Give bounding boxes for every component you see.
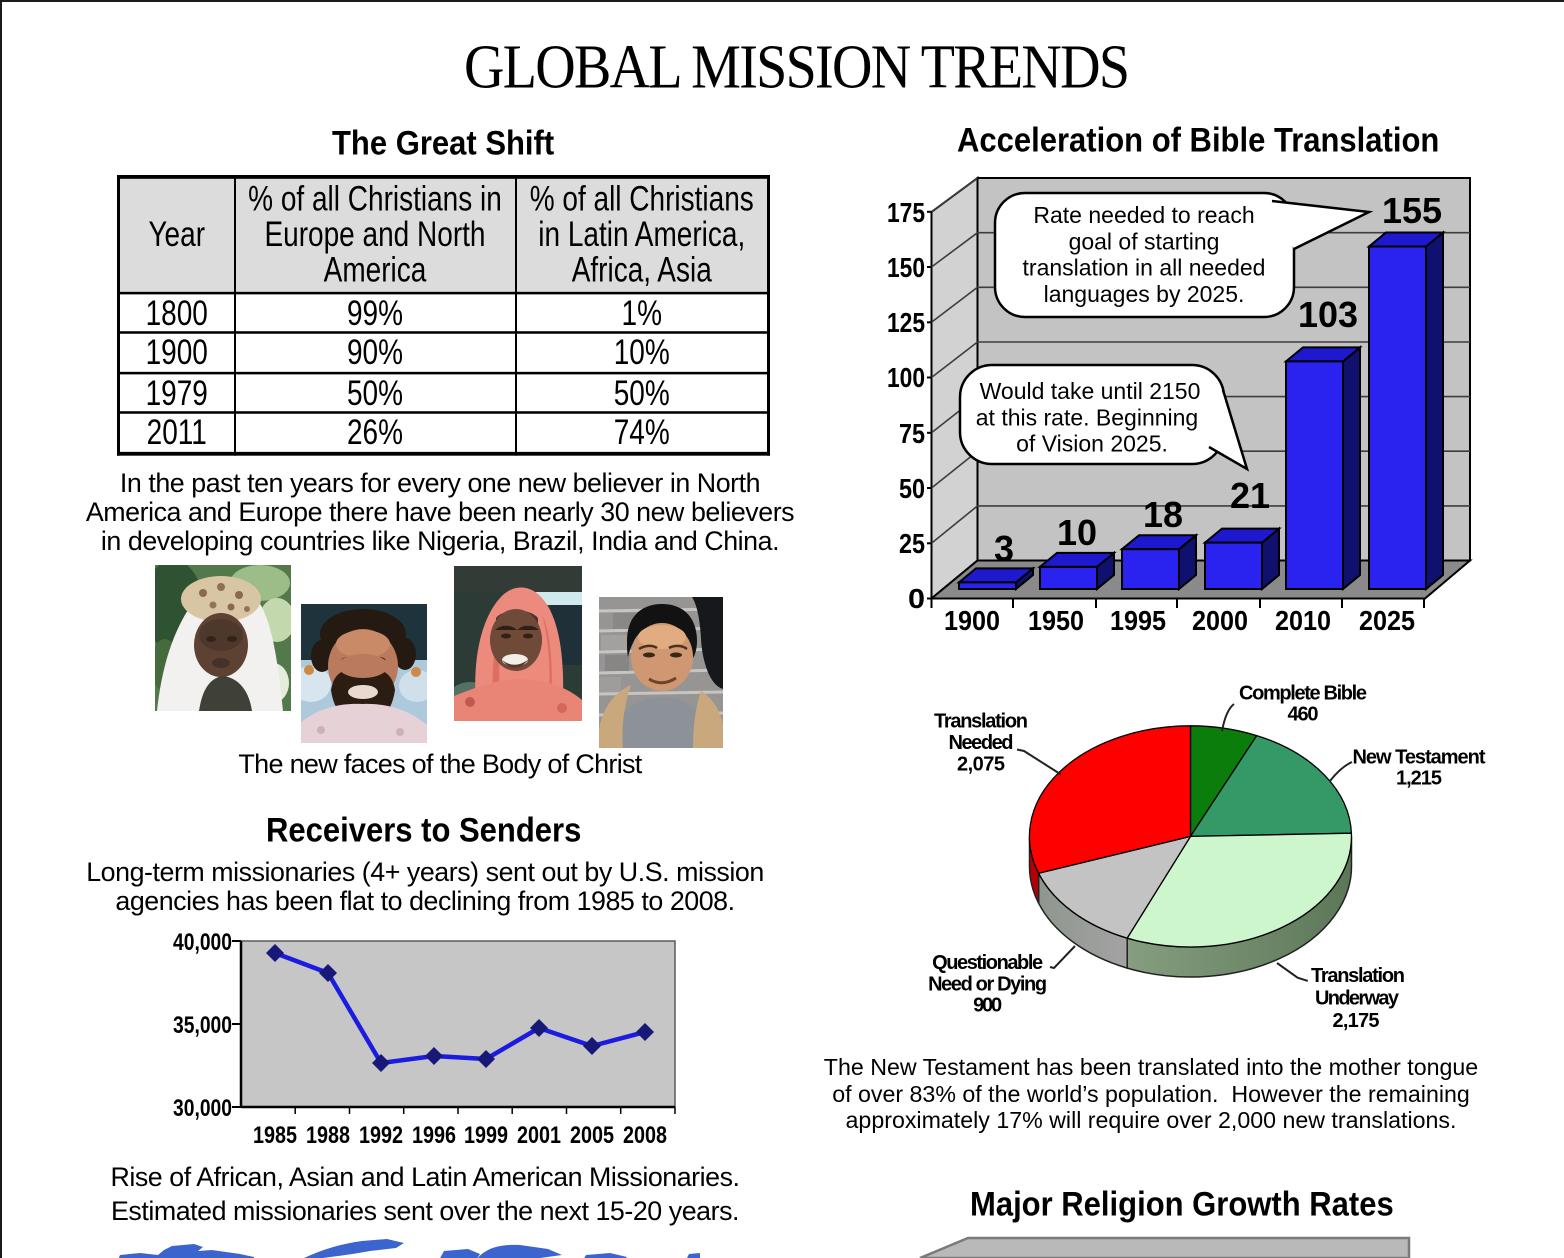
- svg-text:1999: 1999: [464, 1122, 508, 1149]
- svg-text:New Testament: New Testament: [1353, 747, 1486, 769]
- svg-text:Translation: Translation: [934, 711, 1028, 733]
- svg-text:Translation: Translation: [1311, 965, 1405, 987]
- svg-text:2005: 2005: [570, 1122, 614, 1149]
- svg-text:Underway: Underway: [1315, 988, 1400, 1010]
- svg-text:2010: 2010: [1275, 605, 1331, 636]
- svg-text:Rate needed to reach: Rate needed to reach: [1033, 202, 1254, 228]
- svg-text:18: 18: [1143, 494, 1183, 535]
- svg-text:21: 21: [1230, 475, 1270, 516]
- svg-text:125: 125: [887, 307, 925, 338]
- svg-text:25: 25: [899, 528, 925, 559]
- svg-text:103: 103: [1298, 294, 1358, 335]
- svg-text:0: 0: [908, 583, 925, 614]
- svg-text:Need or Dying: Need or Dying: [928, 974, 1047, 996]
- svg-text:30,000: 30,000: [173, 1095, 232, 1122]
- svg-text:3: 3: [994, 528, 1014, 569]
- svg-text:50: 50: [899, 473, 925, 504]
- svg-text:900: 900: [973, 995, 1002, 1017]
- svg-text:1950: 1950: [1028, 605, 1084, 636]
- svg-text:1985: 1985: [253, 1122, 297, 1149]
- svg-text:1996: 1996: [412, 1122, 456, 1149]
- svg-text:goal of starting: goal of starting: [1069, 228, 1220, 254]
- svg-text:2,075: 2,075: [957, 754, 1005, 776]
- svg-text:Needed: Needed: [949, 732, 1014, 754]
- svg-text:Complete Bible: Complete Bible: [1239, 683, 1367, 705]
- svg-text:languages by 2025.: languages by 2025.: [1044, 281, 1245, 307]
- svg-text:at this rate. Beginning: at this rate. Beginning: [976, 404, 1198, 430]
- svg-text:155: 155: [1382, 190, 1442, 231]
- svg-text:1995: 1995: [1110, 605, 1166, 636]
- svg-text:1900: 1900: [944, 605, 1000, 636]
- svg-text:35,000: 35,000: [173, 1012, 232, 1039]
- svg-text:2,175: 2,175: [1333, 1010, 1380, 1032]
- svg-text:2025: 2025: [1359, 605, 1415, 636]
- svg-text:translation in all needed: translation in all needed: [1023, 255, 1266, 281]
- svg-text:100: 100: [887, 362, 925, 393]
- svg-text:1,215: 1,215: [1396, 768, 1442, 790]
- svg-text:2000: 2000: [1192, 605, 1248, 636]
- svg-text:40,000: 40,000: [173, 929, 232, 956]
- svg-text:2008: 2008: [623, 1122, 667, 1149]
- svg-text:460: 460: [1288, 704, 1319, 726]
- svg-text:2001: 2001: [517, 1122, 561, 1149]
- svg-text:Would take until 2150: Would take until 2150: [980, 378, 1201, 404]
- svg-text:175: 175: [887, 197, 925, 228]
- svg-text:75: 75: [899, 418, 925, 449]
- svg-text:1992: 1992: [359, 1122, 403, 1149]
- svg-text:10: 10: [1057, 512, 1097, 553]
- svg-text:of Vision 2025.: of Vision 2025.: [1016, 431, 1168, 457]
- svg-text:150: 150: [887, 252, 925, 283]
- svg-text:Questionable: Questionable: [932, 952, 1043, 974]
- svg-text:1988: 1988: [306, 1122, 350, 1149]
